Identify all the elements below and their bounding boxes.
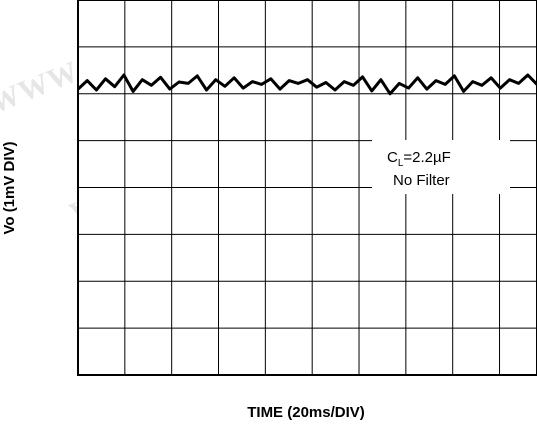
annotation-line1: CL=2.2µF xyxy=(387,149,451,169)
annotation-line2: No Filter xyxy=(393,172,450,189)
annotation-value: =2.2µF xyxy=(403,149,450,166)
grid xyxy=(78,0,537,375)
x-axis-label: TIME (20ms/DIV) xyxy=(247,404,365,421)
trace-line xyxy=(76,73,537,96)
trace-group xyxy=(76,73,537,96)
plot-border xyxy=(77,0,537,376)
annotation-background xyxy=(372,140,510,194)
annotation-subscript: L xyxy=(398,158,404,169)
annotation: CL=2.2µF No Filter xyxy=(372,140,510,194)
y-axis-label: Vo (1mV DIV) xyxy=(1,141,18,234)
annotation-symbol: C xyxy=(387,149,398,166)
